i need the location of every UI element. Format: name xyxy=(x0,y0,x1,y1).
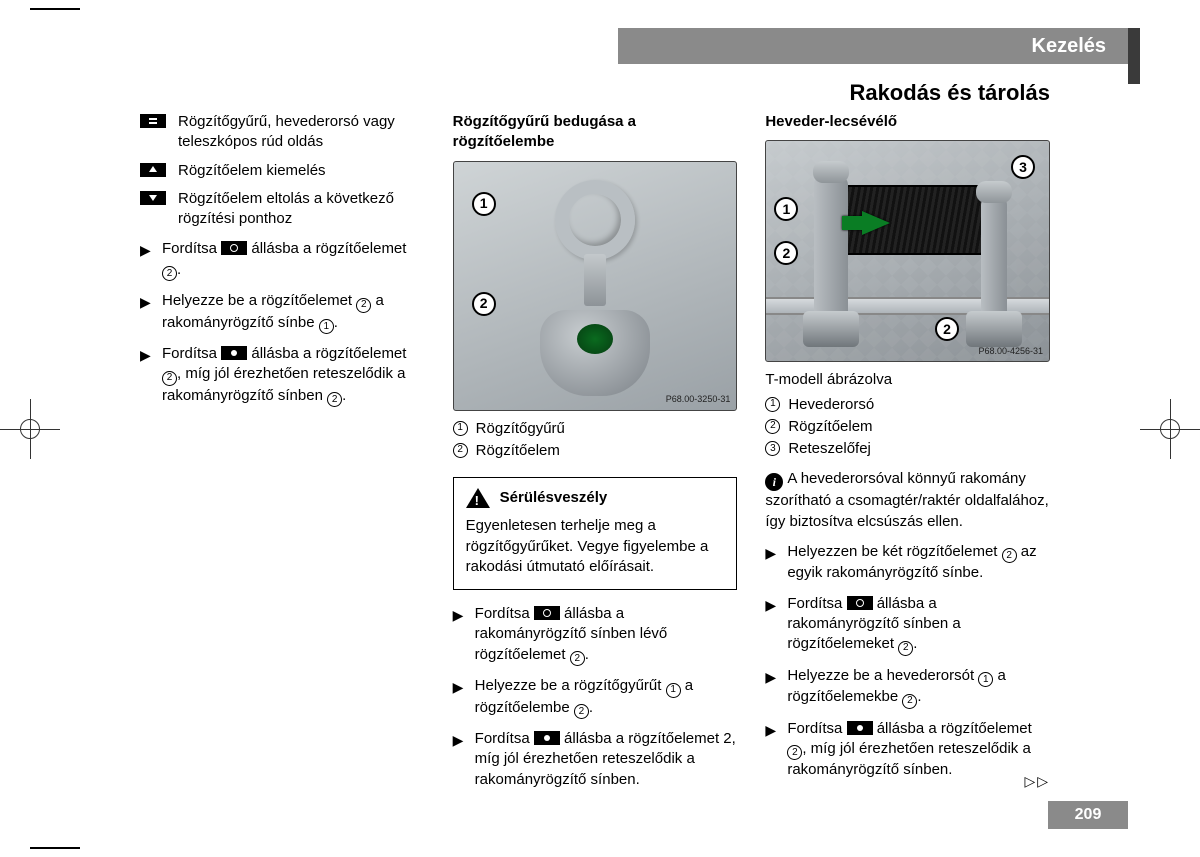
legend-text: Hevederorsó xyxy=(788,395,874,415)
figure-caption: P68.00-4256-31 xyxy=(978,345,1043,357)
registration-mark-right xyxy=(1140,399,1200,459)
legend-text: Rögzítőgyűrű xyxy=(476,419,565,439)
step-arrow-icon: ▶ xyxy=(453,676,467,719)
legend-text: Rögzítőelem xyxy=(476,441,560,461)
direction-arrow-icon xyxy=(862,211,890,235)
icon-legend-text: Rögzítőgyűrű, hevederorsó vagy teleszkóp… xyxy=(178,112,425,153)
step-text: Helyezze be a rögzítőgyűrűt 1 a rögzítőe… xyxy=(475,676,738,719)
info-paragraph: iA hevederorsóval könnyű rakomány szorít… xyxy=(765,469,1050,532)
step-text: Fordítsa állásba a rakományrögzítő sínbe… xyxy=(787,594,1050,656)
callout-1: 1 xyxy=(472,192,496,216)
step-text: Fordítsa állásba a rögzítőelemet 2, míg … xyxy=(162,344,425,407)
registration-mark-left xyxy=(0,399,60,459)
column-3: Heveder-lecsévélő 1 2 3 2 P68.00-4256-31… xyxy=(765,112,1050,797)
legend-text: Reteszelőfej xyxy=(788,439,871,459)
unlock-icon xyxy=(847,596,873,610)
figure-lashing-eye: 1 2 P68.00-3250-31 xyxy=(453,161,738,411)
step-text: Helyezzen be két rögzítőelemet 2 az egyi… xyxy=(787,542,1050,584)
column-2: Rögzítőgyűrű bedugása a rögzítőelembe 1 … xyxy=(453,112,738,797)
thumb-tab xyxy=(1128,28,1140,84)
lock-icon xyxy=(534,731,560,745)
info-icon: i xyxy=(765,473,783,491)
section-title: Kezelés xyxy=(1032,33,1107,60)
figure-caption: P68.00-3250-31 xyxy=(666,393,731,405)
release-icon xyxy=(140,114,166,128)
model-note: T-modell ábrázolva xyxy=(765,370,1050,390)
unlock-icon xyxy=(534,606,560,620)
callout-2: 2 xyxy=(472,292,496,316)
warning-box: Sérülésveszély Egyenletesen terhelje meg… xyxy=(453,477,738,590)
unlock-icon xyxy=(221,241,247,255)
step-text: Fordítsa állásba a rögzítőelemet 2, míg … xyxy=(787,719,1050,781)
step-arrow-icon: ▶ xyxy=(453,729,467,790)
column-1: Rögzítőgyűrű, hevederorsó vagy teleszkóp… xyxy=(140,112,425,797)
step-arrow-icon: ▶ xyxy=(140,291,154,334)
lock-icon xyxy=(221,346,247,360)
step-text: Fordítsa állásba a rakományrögzítő sínbe… xyxy=(475,604,738,666)
step-arrow-icon: ▶ xyxy=(765,594,779,656)
step-arrow-icon: ▶ xyxy=(453,604,467,666)
section-header: Kezelés xyxy=(618,28,1128,64)
legend-text: Rögzítőelem xyxy=(788,417,872,437)
subsection-title: Rakodás és tárolás xyxy=(849,78,1050,108)
step-text: Helyezze be a rögzítőelemet 2 a rakomány… xyxy=(162,291,425,334)
step-text: Fordítsa állásba a rögzítőelemet 2, míg … xyxy=(475,729,738,790)
col3-title: Heveder-lecsévélő xyxy=(765,112,1050,132)
step-arrow-icon: ▶ xyxy=(140,239,154,281)
step-text: Helyezze be a hevederorsót 1 a rögzítőel… xyxy=(787,666,1050,709)
step-arrow-icon: ▶ xyxy=(765,542,779,584)
figure-strap-retractor: 1 2 3 2 P68.00-4256-31 xyxy=(765,140,1050,362)
step-text: Fordítsa állásba a rögzítőelemet 2. xyxy=(162,239,425,281)
shift-icon xyxy=(140,191,166,205)
lift-icon xyxy=(140,163,166,177)
page-number: 209 xyxy=(1048,801,1128,829)
step-arrow-icon: ▶ xyxy=(765,719,779,781)
warning-title: Sérülésveszély xyxy=(500,488,608,508)
col2-title: Rögzítőgyűrű bedugása a rögzítőelembe xyxy=(453,112,738,153)
warning-icon xyxy=(466,488,490,508)
step-arrow-icon: ▶ xyxy=(140,344,154,407)
step-arrow-icon: ▶ xyxy=(765,666,779,709)
warning-body: Egyenletesen terhelje meg a rögzítőgyűrű… xyxy=(466,516,725,577)
icon-legend-text: Rögzítőelem eltolás a következő rögzítés… xyxy=(178,189,425,230)
lock-icon xyxy=(847,721,873,735)
icon-legend-text: Rögzítőelem kiemelés xyxy=(178,161,425,181)
